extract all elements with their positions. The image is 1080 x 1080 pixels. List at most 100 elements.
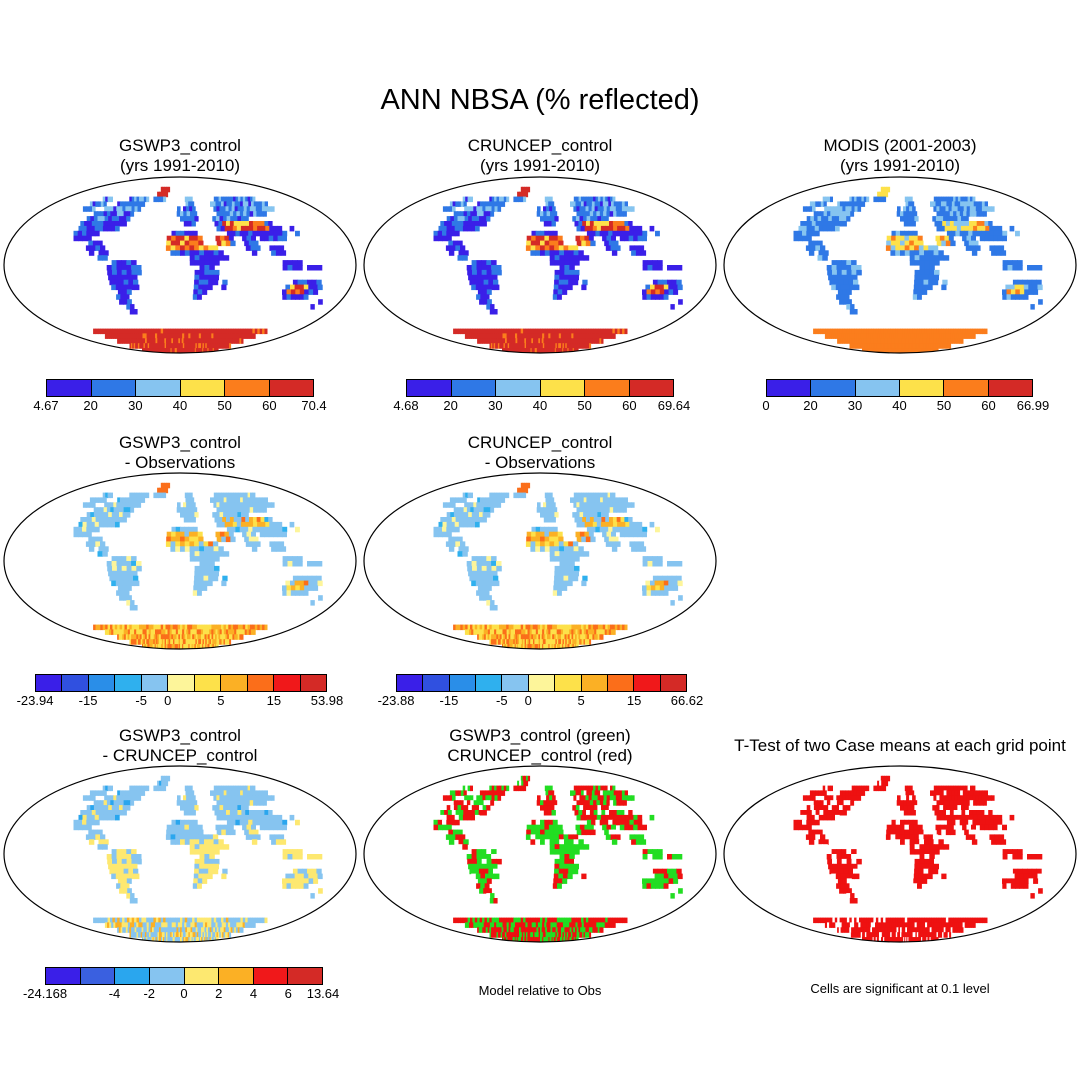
map-cell [883,196,887,203]
map-cell [93,216,99,222]
map-cell [485,206,489,212]
map-cell [547,512,552,518]
map-cell [946,211,951,217]
map-cell [170,639,173,645]
map-cell [496,269,502,276]
map-cell [163,917,167,924]
map-cell [489,580,495,587]
world-map [3,472,357,650]
map-cell [568,541,574,547]
map-cell [92,497,96,503]
map-cell [165,922,169,928]
map-cell [102,492,106,499]
map-cell [621,497,626,503]
map-cell [214,221,219,227]
map-cell [945,333,949,339]
map-cell [248,240,254,247]
map-cell [523,639,526,645]
map-cell [957,196,961,203]
map-cell [543,644,545,649]
map-cell [164,348,166,353]
map-cell [136,917,140,924]
map-cell [511,348,514,353]
map-cell [517,191,520,198]
map-cell [232,634,235,640]
map-cell [160,634,164,640]
map-cell [849,343,852,349]
map-cell [196,328,200,335]
map-cell [840,211,845,217]
map-cell [243,502,248,508]
map-cell [216,634,219,640]
map-cell [257,814,262,821]
map-cell [92,829,99,836]
map-cell [203,834,209,840]
map-cell [573,274,579,281]
map-cell [554,274,560,281]
map-cell [559,561,565,567]
map-cell [161,343,164,349]
map-cell [963,230,969,237]
map-cell [223,196,227,203]
map-cell [128,206,132,212]
map-cell [491,492,495,499]
map-cell [126,624,130,631]
map-cell [600,497,604,503]
map-cell [97,255,103,261]
map-cell [828,216,833,222]
map-cell [489,196,493,203]
map-cell [171,348,174,353]
map-cell [948,333,951,339]
map-cell [832,328,836,335]
map-cell [458,201,462,207]
map-cell [157,343,160,349]
map-cell [111,580,117,587]
map-cell [488,497,492,503]
map-cell [184,328,188,335]
map-cell [549,343,552,349]
map-cell [569,624,572,631]
map-cell [166,644,168,649]
map-cell [261,795,266,801]
map-cell [459,221,464,227]
map-cell [489,624,493,631]
map-cell [139,343,142,349]
map-cell [605,225,610,232]
map-cell [189,829,195,836]
map-cell [884,348,886,353]
map-cell [461,216,466,222]
map-cell [950,196,954,203]
map-cell [169,333,173,339]
map-cell [209,333,212,339]
map-cell [477,328,481,335]
world-map [363,176,717,354]
map-cell [558,279,565,286]
map-cell [863,343,866,349]
map-cell [672,284,679,291]
map-cell [248,829,254,836]
map-cell [887,338,891,344]
map-cell [552,348,555,353]
map-cell [174,348,177,353]
map-cell [948,235,954,242]
map-cell [901,343,904,349]
map-cell [535,343,538,349]
map-cell [191,517,196,523]
map-cell [187,634,190,640]
map-cell [175,644,178,649]
map-cell [202,873,209,880]
map-cell [255,541,261,547]
map-cell [976,201,980,207]
map-cell [143,917,147,924]
map-cell [101,216,106,222]
map-cell [225,785,229,792]
map-cell [470,507,475,513]
map-cell [110,795,114,801]
map-cell [933,196,937,203]
map-cell [646,585,652,591]
map-cell [123,279,129,286]
map-cell [919,250,925,256]
map-cell [241,810,246,816]
map-cell [520,196,524,203]
map-cell [191,810,196,816]
